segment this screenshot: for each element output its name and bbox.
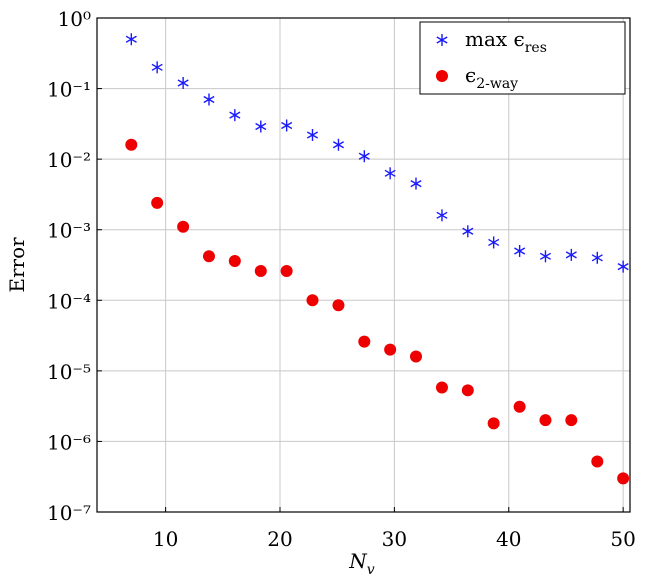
point xyxy=(436,34,448,46)
point xyxy=(358,335,371,348)
point xyxy=(229,109,241,122)
point xyxy=(565,248,577,261)
y-tick-label: 10⁻⁴ xyxy=(47,289,91,313)
point xyxy=(203,93,215,106)
point xyxy=(177,220,190,233)
point xyxy=(513,400,526,413)
point xyxy=(436,209,448,222)
point xyxy=(514,244,526,257)
point xyxy=(591,251,603,264)
point xyxy=(254,265,267,278)
point xyxy=(255,120,267,133)
y-tick-label: 10⁻¹ xyxy=(47,78,91,102)
x-tick-label: 50 xyxy=(610,527,635,551)
x-tick-label: 10 xyxy=(153,527,178,551)
point xyxy=(358,150,370,163)
point xyxy=(332,138,344,151)
legend-label: max ϵres xyxy=(465,27,547,56)
point xyxy=(281,119,293,132)
point xyxy=(488,236,500,249)
y-tick-label: 10⁻⁵ xyxy=(47,360,91,384)
legend-box xyxy=(419,21,626,95)
point xyxy=(539,414,552,427)
point xyxy=(306,128,319,141)
x-tick-label: 20 xyxy=(267,527,292,551)
x-axis-label: Nv xyxy=(348,549,375,578)
point xyxy=(228,255,241,268)
point xyxy=(409,350,422,363)
point xyxy=(384,167,396,180)
point xyxy=(125,33,137,46)
y-tick-label: 10⁻⁷ xyxy=(47,501,91,525)
point xyxy=(306,294,319,307)
point xyxy=(151,196,164,209)
point xyxy=(487,417,500,430)
point xyxy=(125,138,138,151)
y-tick-label: 10⁰ xyxy=(58,7,91,31)
point xyxy=(280,265,293,278)
point xyxy=(436,70,448,82)
y-tick-label: 10⁻⁶ xyxy=(47,430,91,454)
y-tick-label: 10⁻³ xyxy=(47,219,91,243)
point xyxy=(151,61,163,74)
y-tick-label: 10⁻² xyxy=(47,148,91,172)
point xyxy=(591,455,604,468)
point xyxy=(462,225,474,238)
point xyxy=(384,343,397,356)
point xyxy=(617,260,629,273)
point xyxy=(177,76,189,89)
point xyxy=(202,250,215,263)
point xyxy=(435,381,448,394)
x-tick-label: 40 xyxy=(496,527,521,551)
plot-frame xyxy=(96,17,631,513)
point xyxy=(565,414,578,427)
y-axis-label: Error xyxy=(5,237,29,293)
point xyxy=(539,250,552,263)
point xyxy=(410,177,422,190)
point xyxy=(461,384,474,397)
x-tick-label: 30 xyxy=(382,527,407,551)
legend-label: ϵ2-way xyxy=(465,63,518,92)
point xyxy=(332,299,345,312)
point xyxy=(617,472,630,485)
